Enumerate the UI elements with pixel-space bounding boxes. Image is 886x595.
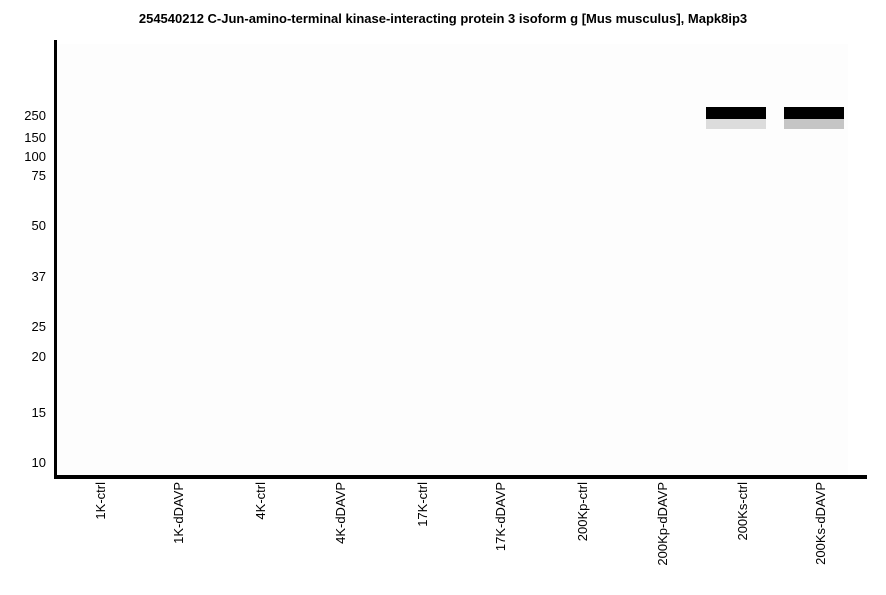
y-tick-label-50: 50 (31, 218, 46, 233)
protein-band-200Ks-ctrl (706, 107, 766, 119)
y-tick-label-15: 15 (31, 405, 46, 420)
protein-band-shadow-200Ks-ctrl (706, 119, 766, 129)
x-axis-line (54, 475, 867, 479)
y-tick-label-20: 20 (31, 349, 46, 364)
y-tick-label-100: 100 (24, 149, 46, 164)
chart-title: 254540212 C-Jun-amino-terminal kinase-in… (138, 11, 748, 26)
y-tick-label-250: 250 (24, 108, 46, 123)
y-tick-label-150: 150 (24, 130, 46, 145)
y-tick-label-25: 25 (31, 319, 46, 334)
protein-band-200Ks-dDAVP (784, 107, 844, 119)
y-axis-line (54, 40, 57, 479)
y-tick-label-75: 75 (31, 168, 46, 183)
y-tick-label-37: 37 (31, 269, 46, 284)
protein-band-shadow-200Ks-dDAVP (784, 119, 844, 129)
y-tick-label-10: 10 (31, 455, 46, 470)
